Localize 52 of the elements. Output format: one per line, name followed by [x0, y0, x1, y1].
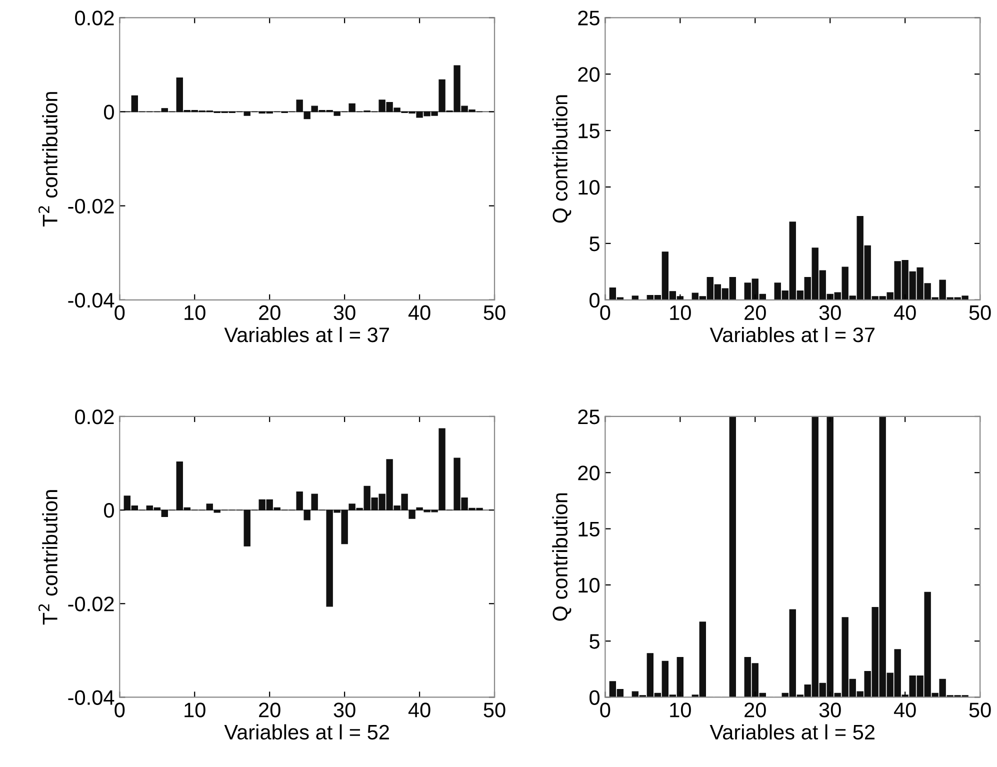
- y-tick-label: 0.02: [75, 409, 114, 424]
- x-tick-label: 10: [184, 305, 206, 320]
- x-tick-label: 10: [670, 702, 691, 718]
- x-axis-title: Variables at l = 52: [710, 724, 874, 740]
- y-tick-label: -0.02: [68, 198, 114, 214]
- x-tick-label: 20: [744, 702, 766, 718]
- y-tick-label: -0.04: [68, 292, 114, 308]
- y-tick-label: 5: [590, 236, 600, 252]
- x-tick-label: 50: [969, 702, 991, 718]
- y-tick-label: 20: [578, 466, 600, 480]
- y-tick-label: 0: [590, 292, 600, 308]
- y-axis-title: Q contribution: [552, 493, 572, 621]
- x-axis-title: Variables at l = 52: [224, 724, 389, 740]
- x-tick-label: 40: [408, 702, 430, 718]
- y-tick-label: 10: [578, 578, 600, 593]
- x-tick-label: 30: [334, 305, 356, 320]
- x-tick-label: 30: [819, 702, 841, 718]
- y-tick-label: 0: [104, 503, 114, 518]
- y-axis-title: T$^{2}$ contribution: [38, 92, 58, 227]
- y-tick-label: 25: [578, 409, 600, 424]
- x-axis-title: Variables at l = 37: [224, 326, 389, 342]
- y-tick-label: 25: [578, 10, 600, 26]
- y-tick-label: 5: [590, 634, 600, 649]
- x-tick-label: 40: [894, 305, 916, 320]
- y-tick-label: 15: [578, 124, 600, 138]
- x-tick-label: 50: [484, 702, 506, 718]
- y-axis-title: T$^{2}$ contribution: [38, 490, 58, 625]
- y-tick-label: 20: [578, 67, 600, 82]
- x-tick-label: 30: [819, 305, 841, 320]
- y-tick-label: -0.02: [68, 596, 114, 612]
- y-tick-label: 0.02: [75, 10, 114, 26]
- x-tick-label: 20: [744, 305, 766, 320]
- y-tick-label: 15: [578, 522, 600, 537]
- x-tick-label: 0: [600, 702, 610, 718]
- x-tick-label: 20: [259, 305, 280, 320]
- x-tick-label: 10: [670, 305, 691, 320]
- y-tick-label: 10: [578, 180, 600, 195]
- y-axis-title: Q contribution: [552, 95, 572, 223]
- x-tick-label: 50: [969, 305, 991, 320]
- x-tick-label: 20: [259, 702, 280, 718]
- x-tick-label: 10: [184, 702, 206, 718]
- y-tick-label: 0: [104, 104, 114, 120]
- x-tick-label: 0: [114, 305, 125, 320]
- x-tick-label: 40: [894, 702, 916, 718]
- x-tick-label: 50: [484, 305, 506, 320]
- y-tick-label: -0.04: [68, 690, 114, 705]
- x-tick-label: 0: [600, 305, 610, 320]
- x-tick-label: 30: [334, 702, 356, 718]
- x-axis-title: Variables at l = 37: [710, 326, 874, 342]
- y-tick-label: 0: [590, 690, 600, 705]
- x-tick-label: 0: [114, 702, 125, 718]
- x-tick-label: 40: [408, 305, 430, 320]
